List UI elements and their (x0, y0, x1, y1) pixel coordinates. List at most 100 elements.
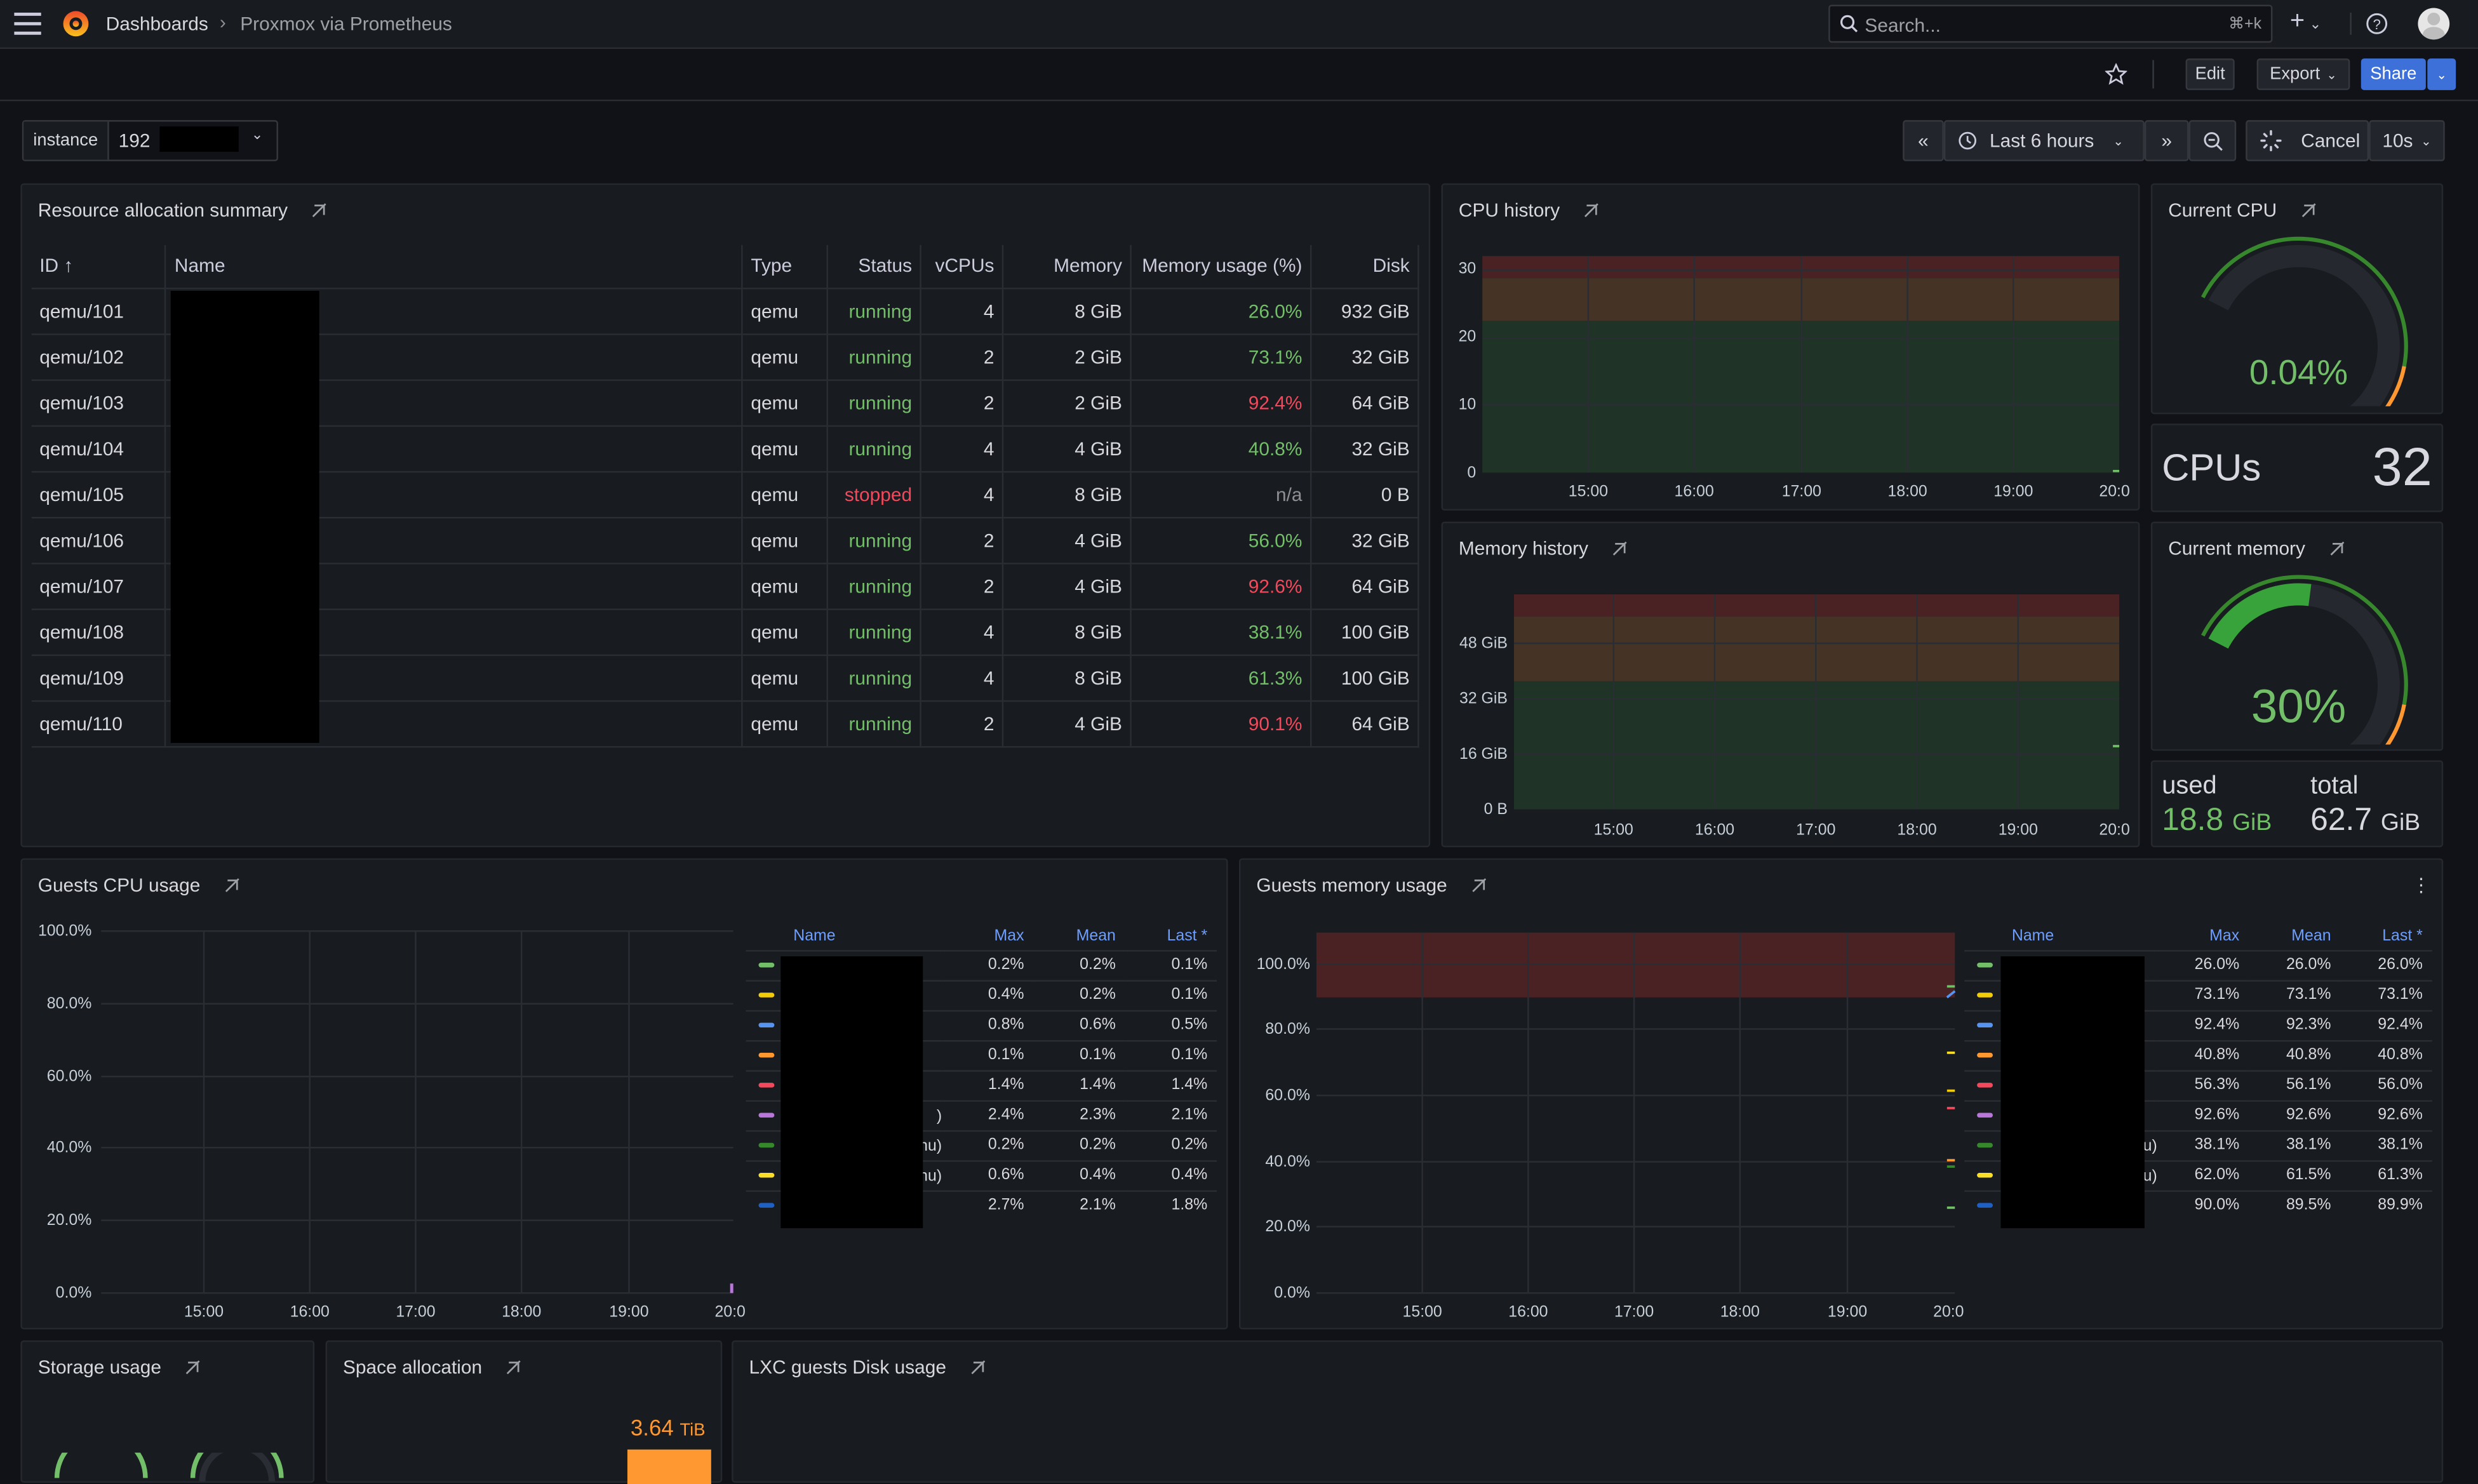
legend-value: 0.1% (1171, 986, 1208, 1004)
legend-value: 2.7% (988, 1197, 1024, 1215)
time-forward-button[interactable]: » (2144, 120, 2189, 161)
cancel-button[interactable]: Cancel (2246, 120, 2369, 161)
y-tick: 100.0% (38, 922, 91, 940)
storage-gauge-arc (199, 1452, 275, 1481)
legend-row[interactable]: nu) 38.1% 38.1% 38.1% (1964, 1130, 2432, 1160)
avatar[interactable] (2418, 8, 2450, 40)
column-header[interactable]: Memory (1003, 244, 1132, 289)
used-unit: GiB (2232, 809, 2272, 836)
table-cell: qemu/103 (31, 379, 167, 426)
table-cell: 932 GiB (1311, 288, 1419, 335)
time-picker[interactable]: Last 6 hours ⌄ (1943, 120, 2145, 161)
panel-menu-icon[interactable]: ⋮ (2411, 874, 2431, 897)
table-cell: 32 GiB (1311, 333, 1419, 380)
legend-row[interactable]: 0.1% 0.1% 0.1% (746, 1039, 1217, 1070)
instance-select[interactable]: 192 ⌄ (109, 122, 277, 160)
legend-header-name[interactable]: Name (2011, 927, 2054, 945)
export-button[interactable]: Export ⌄ (2256, 58, 2350, 90)
memory-gauge (2200, 575, 2408, 745)
no-link-icon[interactable] (184, 1358, 203, 1377)
search-input[interactable]: Search... ⌘+k (1828, 4, 2273, 43)
column-header[interactable]: Type (742, 244, 829, 289)
legend-row[interactable]: 0.4% 0.2% 0.1% (746, 980, 1217, 1010)
legend-row[interactable]: 40.8% 40.8% 40.8% (1964, 1039, 2432, 1070)
series-color-icon (758, 1142, 775, 1147)
share-menu-button[interactable]: ⌄ (2427, 58, 2456, 90)
column-header[interactable]: vCPUs (920, 244, 1004, 289)
column-header[interactable]: ID ↑ (31, 244, 167, 289)
legend-header[interactable]: Mean (1076, 927, 1116, 945)
legend-row[interactable]: 2.7% 2.1% 1.8% (746, 1190, 1217, 1220)
legend-row[interactable]: nu) 62.0% 61.5% 61.3% (1964, 1160, 2432, 1190)
grafana-logo-icon[interactable] (60, 8, 92, 39)
no-link-icon[interactable] (504, 1358, 523, 1377)
x-tick: 20:0 (1933, 1303, 1964, 1321)
storage-title: Storage usage (37, 1356, 161, 1379)
refresh-interval-button[interactable]: 10s ⌄ (2369, 120, 2445, 161)
x-tick: 19:00 (1999, 820, 2038, 838)
table-cell: qemu/107 (31, 563, 167, 610)
add-icon[interactable]: + ⌄ (2289, 8, 2322, 35)
menu-icon[interactable] (14, 12, 41, 35)
column-header[interactable]: Status (827, 244, 922, 289)
no-link-icon[interactable] (1582, 201, 1601, 220)
legend-row[interactable]: ) 2.4% 2.3% 2.1% (746, 1100, 1217, 1130)
legend-header[interactable]: Mean (2291, 927, 2331, 945)
legend-header[interactable]: Last * (1167, 927, 1208, 945)
x-tick: 17:00 (396, 1303, 435, 1321)
table-cell: qemu (742, 654, 829, 702)
legend-row[interactable]: 73.1% 73.1% 73.1% (1964, 980, 2432, 1010)
legend-header[interactable]: Last * (2382, 927, 2423, 945)
legend-header[interactable]: Max (2209, 927, 2240, 945)
space-number: 3.64 (630, 1414, 674, 1440)
star-icon[interactable] (2105, 63, 2127, 86)
legend-row[interactable]: 0.8% 0.6% 0.5% (746, 1010, 1217, 1040)
legend-row[interactable]: 26.0% 26.0% 26.0% (1964, 950, 2432, 980)
table-row[interactable]: qemu/107 qemu running 2 4 GiB 92.6% 64 GiB (31, 563, 1419, 610)
spinner-icon (2260, 130, 2282, 152)
table-cell: 92.6% (1130, 563, 1312, 610)
no-link-icon[interactable] (2327, 539, 2347, 558)
column-header[interactable]: Memory usage (%) (1130, 244, 1312, 289)
storage-gauges (54, 1452, 284, 1481)
no-link-icon[interactable] (310, 201, 329, 220)
column-header[interactable]: Disk (1311, 244, 1419, 289)
legend-row[interactable]: 90.0% 89.5% 89.9% (1964, 1190, 2432, 1220)
table-cell: running (827, 379, 922, 426)
table-cell: running (827, 700, 922, 747)
share-button[interactable]: Share (2361, 58, 2426, 90)
legend-value: 92.3% (2286, 1016, 2331, 1034)
legend-value: 0.2% (988, 956, 1024, 974)
no-link-icon[interactable] (968, 1358, 988, 1377)
table-cell: qemu (742, 700, 829, 747)
legend-row[interactable]: 1.4% 1.4% 1.4% (746, 1070, 1217, 1100)
column-header[interactable]: Name (166, 244, 743, 289)
breadcrumb-dashboards[interactable]: Dashboards (105, 12, 208, 35)
legend-value: 92.6% (2194, 1106, 2240, 1124)
legend-header[interactable]: Max (994, 927, 1024, 945)
legend-row[interactable]: 92.6% 92.6% 92.6% (1964, 1100, 2432, 1130)
guests-cpu-legend: Name Max Mean Last * 0.2% 0.2% 0.1% 0.4% 0.2% 0.1… (746, 923, 1217, 1220)
series-color-icon (758, 1172, 775, 1178)
storage-gauge-arc (190, 1452, 284, 1478)
y-tick: 0.0% (1274, 1284, 1310, 1302)
table-cell: qemu (742, 288, 829, 335)
redacted-block (159, 126, 239, 152)
no-link-icon[interactable] (2299, 201, 2318, 220)
no-link-icon[interactable] (222, 876, 241, 895)
no-link-icon[interactable] (1470, 876, 1489, 895)
zoom-out-button[interactable] (2188, 120, 2237, 161)
no-link-icon[interactable] (1611, 539, 1630, 558)
legend-row[interactable]: 56.3% 56.1% 56.0% (1964, 1070, 2432, 1100)
help-icon[interactable]: ? (2366, 13, 2388, 35)
legend-row[interactable]: 92.4% 92.3% 92.4% (1964, 1010, 2432, 1040)
cancel-label: Cancel (2301, 130, 2361, 152)
y-tick: 32 GiB (1459, 690, 1508, 707)
edit-button[interactable]: Edit (2185, 58, 2235, 90)
legend-header-name[interactable]: Name (793, 927, 836, 945)
table-row[interactable]: qemu/103 qemu running 2 2 GiB 92.4% 64 GiB (31, 379, 1419, 426)
time-back-button[interactable]: « (1903, 120, 1944, 161)
y-tick: 30 (1459, 260, 1477, 277)
guests-memory-legend: Name Max Mean Last * 26.0% 26.0% 26.0% 73.1% 73.… (1964, 923, 2432, 1220)
legend-row[interactable]: 0.2% 0.2% 0.1% (746, 950, 1217, 980)
